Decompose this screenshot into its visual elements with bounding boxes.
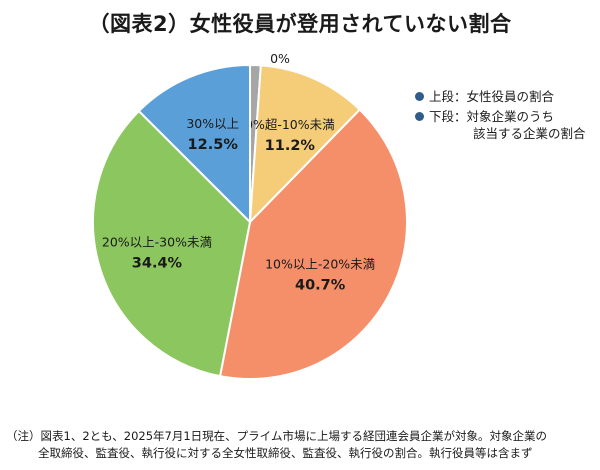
slice-value-label: 34.4% [132,256,183,272]
legend-item-lower: 下段：対象企業のうち 該当する企業の割合 [415,108,586,142]
slice-value-label: 12.5% [188,137,239,153]
bullet-icon [415,92,424,101]
pie-slice [92,109,252,378]
legend-lower-line1: 下段：対象企業のうち [429,109,555,124]
slice-category-label: 30%以上 [186,116,239,131]
slice-category-label: 0% [270,51,290,66]
legend: 上段：女性役員の割合 下段：対象企業のうち 該当する企業の割合 [415,88,586,142]
pie-slice [248,64,362,225]
legend-item-upper: 上段：女性役員の割合 [415,88,586,105]
pie-slice [218,108,408,380]
pie-chart: 0%1.1%0%超-10%未満11.2%10%以上-20%未満40.7%20%以… [92,51,408,380]
legend-lower-line2: 該当する企業の割合 [473,126,586,141]
legend-upper-text: 上段：女性役員の割合 [429,89,555,104]
legend-lower-text: 下段：対象企業のうち 該当する企業の割合 [429,108,586,142]
pie-slice [137,63,251,225]
slice-category-label: 10%以上-20%未満 [265,256,375,271]
slice-value-label: 11.2% [265,138,316,154]
footnote-line2: 全取締役、監査役、執行役に対する全女性取締役、監査役、執行役の割合。執行役員等は… [38,446,533,460]
bullet-icon [415,112,424,121]
footnote: （注）図表1、2とも、2025年7月1日現在、プライム市場に上場する経団連会員企… [6,428,596,462]
footnote-line1: （注）図表1、2とも、2025年7月1日現在、プライム市場に上場する経団連会員企… [6,429,547,443]
slice-category-label: 0%超-10%未満 [245,117,335,132]
slice-value-label: 40.7% [295,277,346,293]
chart-title: （図表2）女性役員が登用されていない割合 [88,12,512,36]
slice-category-label: 20%以上-30%未満 [102,235,212,250]
